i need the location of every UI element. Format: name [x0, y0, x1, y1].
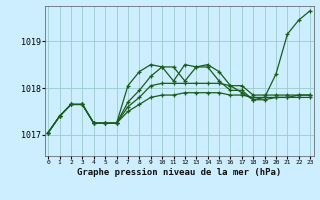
- X-axis label: Graphe pression niveau de la mer (hPa): Graphe pression niveau de la mer (hPa): [77, 168, 281, 177]
